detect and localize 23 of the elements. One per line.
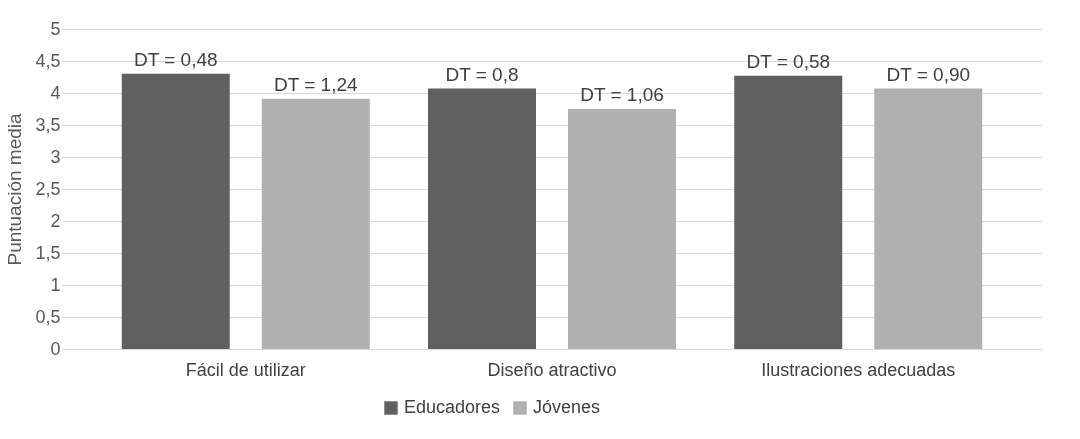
y-tick-label: 2,5	[35, 178, 61, 199]
annotation: DT = 0,48	[133, 48, 218, 70]
y-tick-label: 4	[50, 82, 61, 103]
y-tick-label: 1,5	[35, 242, 61, 263]
annotation: DT = 0,90	[886, 63, 971, 85]
x-tick-label: Fácil de utilizar	[185, 359, 306, 380]
annotation: DT = 0,58	[746, 50, 831, 72]
annotation: DT = 1,24	[273, 73, 358, 95]
legend-label: Jóvenes	[533, 397, 601, 417]
annotation: DT = 1,06	[580, 84, 664, 105]
x-tick-label: Diseño atractivo	[487, 359, 617, 380]
y-tick-label: 3,5	[35, 114, 61, 135]
annotation: DT = 0,8	[445, 63, 519, 85]
x-tick-label: Ilustraciones adecuadas	[761, 359, 956, 380]
y-tick-label: 0,5	[35, 306, 61, 327]
y-tick-label: 5	[50, 18, 61, 39]
y-axis-title: Puntuación media	[4, 113, 26, 266]
y-tick-label: 2	[50, 210, 61, 231]
legend-label: Educadores	[404, 397, 501, 417]
y-tick-label: 4,5	[35, 50, 61, 71]
y-tick-label: 1	[50, 274, 61, 295]
y-tick-label: 0	[50, 338, 61, 359]
y-tick-label: 3	[50, 146, 61, 167]
